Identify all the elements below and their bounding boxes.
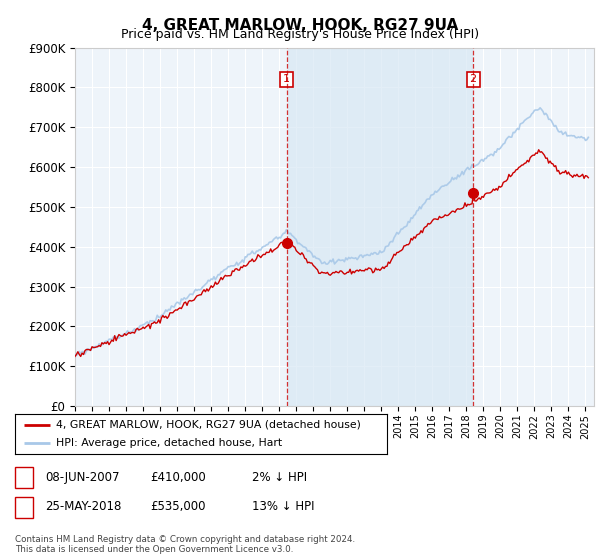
Text: 1: 1 <box>283 74 290 85</box>
Text: 4, GREAT MARLOW, HOOK, RG27 9UA (detached house): 4, GREAT MARLOW, HOOK, RG27 9UA (detache… <box>56 420 361 430</box>
Text: 2: 2 <box>20 500 28 514</box>
Text: 1: 1 <box>20 470 28 484</box>
Text: 08-JUN-2007: 08-JUN-2007 <box>45 470 119 484</box>
Text: HPI: Average price, detached house, Hart: HPI: Average price, detached house, Hart <box>56 438 282 448</box>
Text: Contains HM Land Registry data © Crown copyright and database right 2024.
This d: Contains HM Land Registry data © Crown c… <box>15 535 355 554</box>
Text: 2% ↓ HPI: 2% ↓ HPI <box>252 470 307 484</box>
Text: 25-MAY-2018: 25-MAY-2018 <box>45 500 121 514</box>
Text: 13% ↓ HPI: 13% ↓ HPI <box>252 500 314 514</box>
Text: 2: 2 <box>470 74 477 85</box>
Text: £410,000: £410,000 <box>150 470 206 484</box>
Text: 4, GREAT MARLOW, HOOK, RG27 9UA: 4, GREAT MARLOW, HOOK, RG27 9UA <box>142 18 458 33</box>
Text: £535,000: £535,000 <box>150 500 205 514</box>
Text: Price paid vs. HM Land Registry's House Price Index (HPI): Price paid vs. HM Land Registry's House … <box>121 28 479 41</box>
